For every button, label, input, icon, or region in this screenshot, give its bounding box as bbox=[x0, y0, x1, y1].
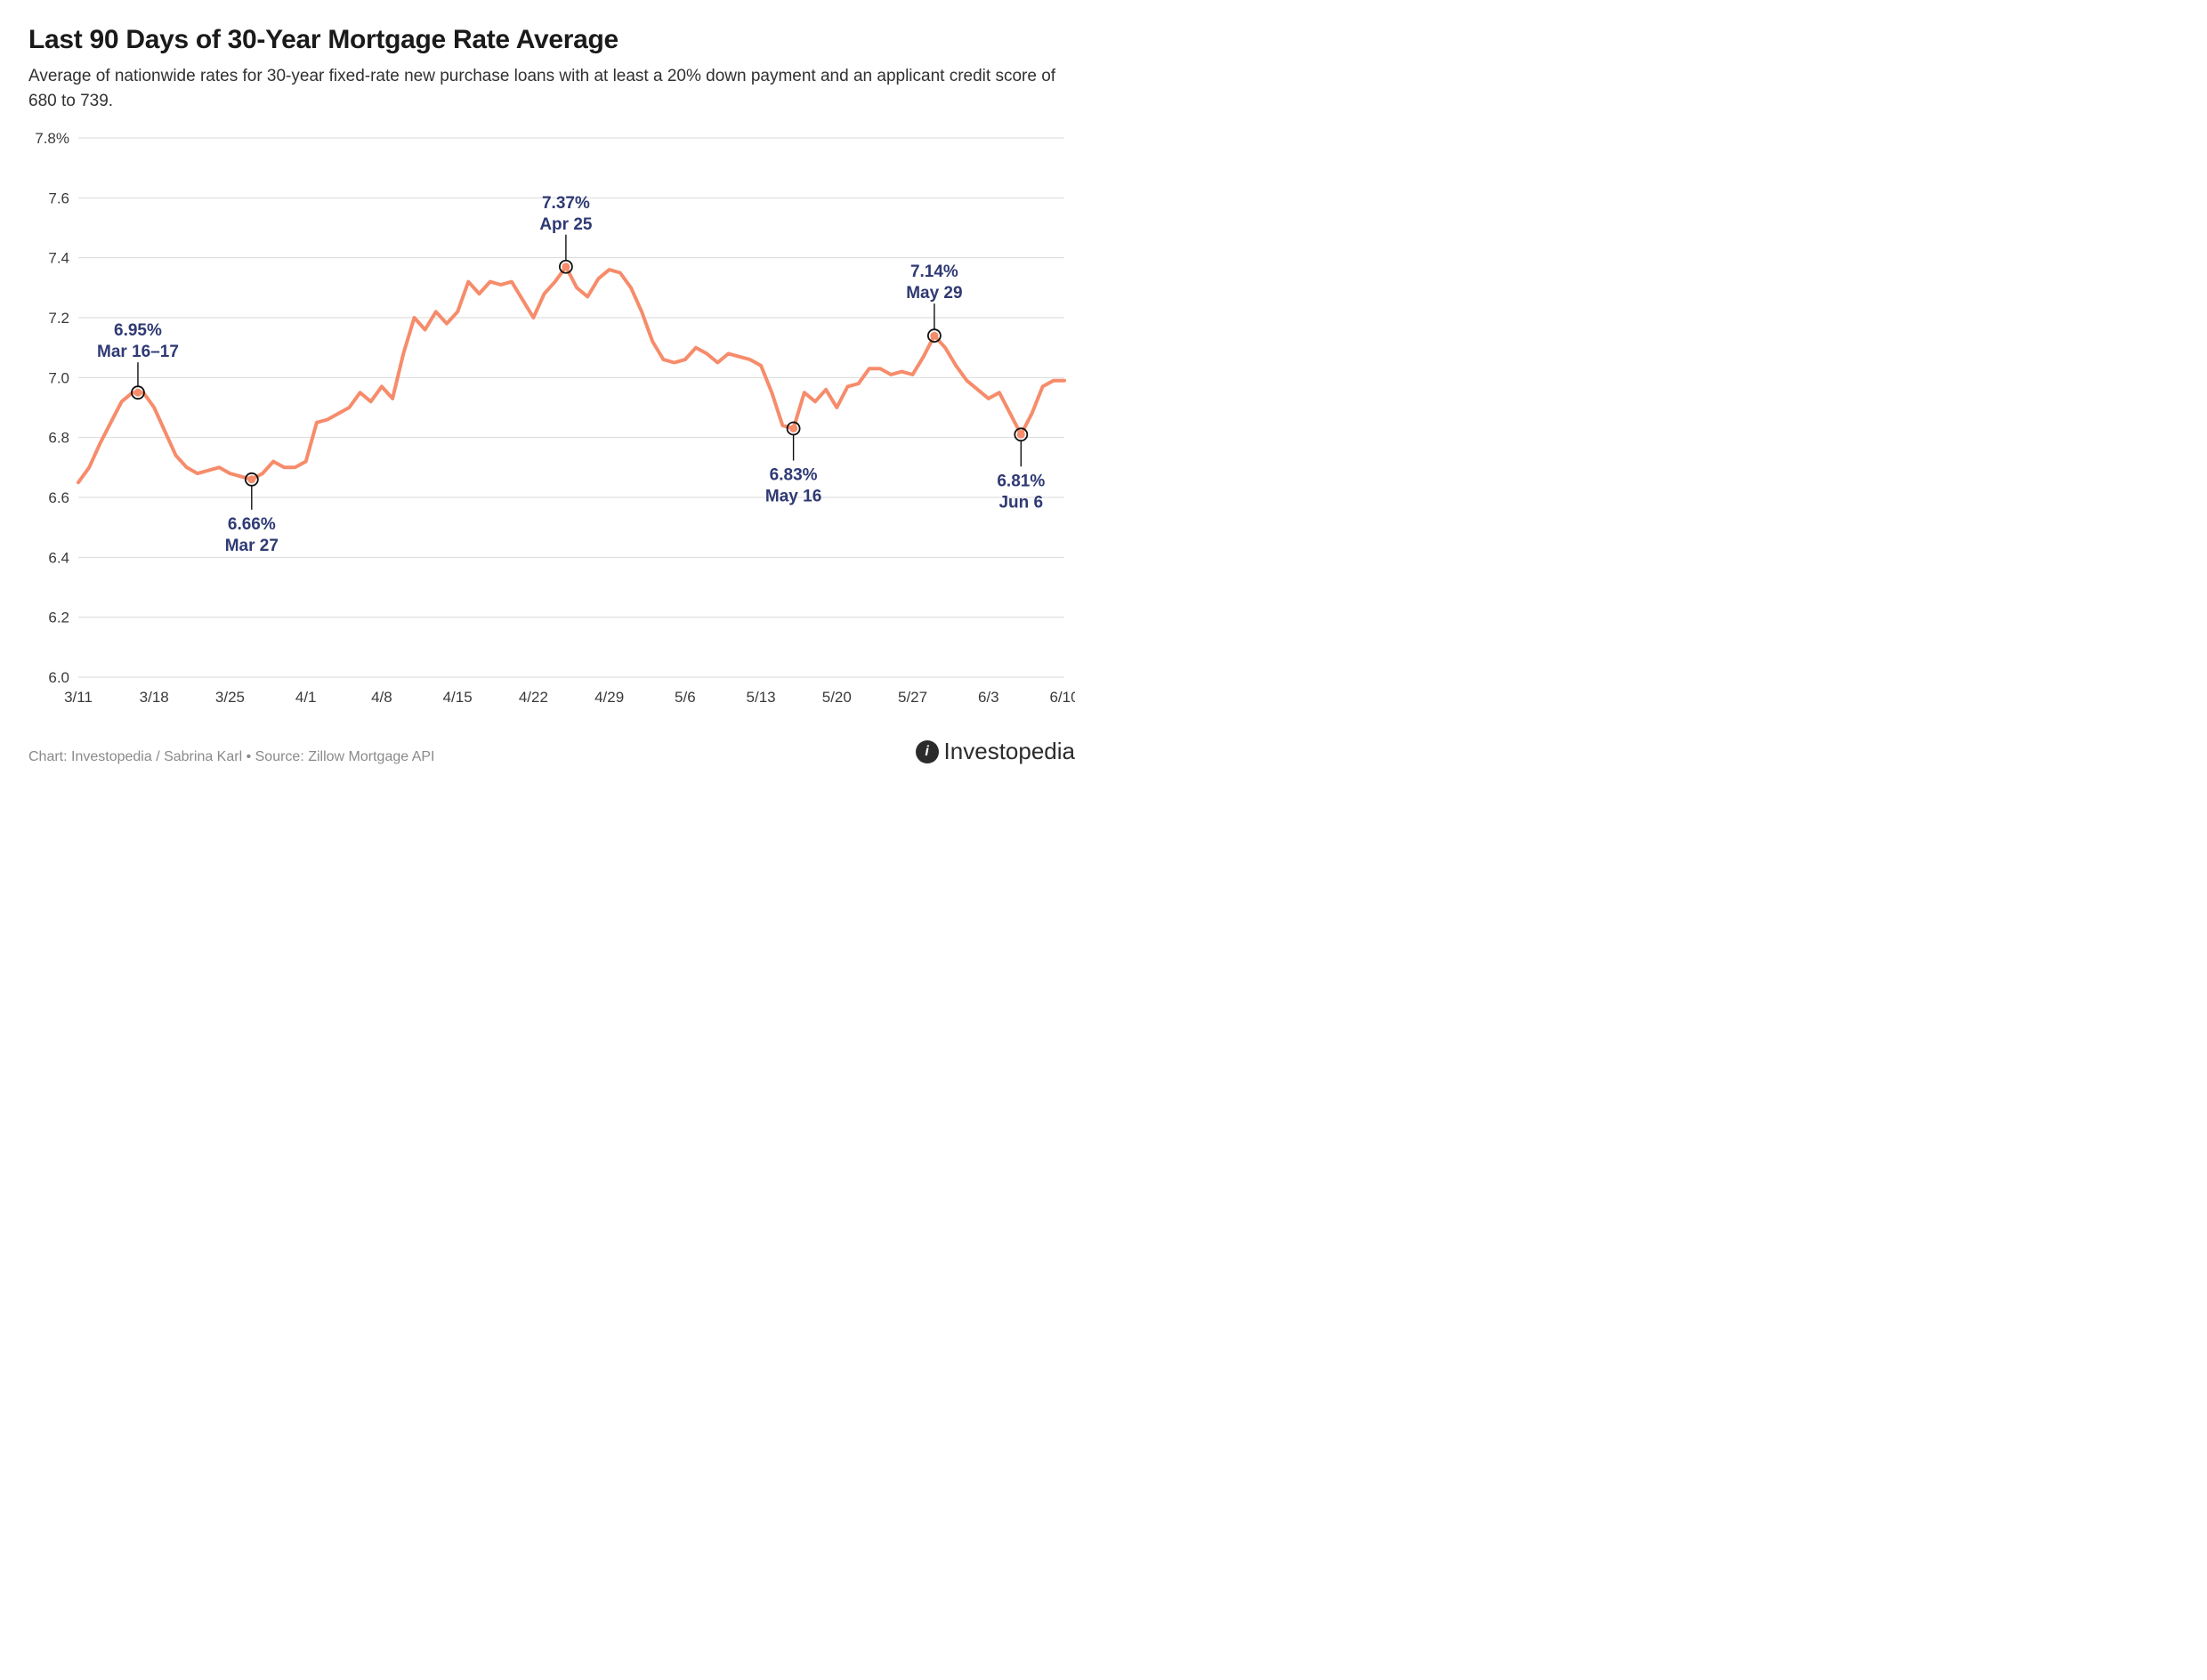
line-chart: 6.0 6.2 6.4 6.6 6.8 7.0 7.2 7.4 7.6 7.8% 3/11 3/18 3… bbox=[28, 129, 1075, 716]
brand-logo: i Investopedia bbox=[916, 738, 1075, 765]
chart-title: Last 90 Days of 30-Year Mortgage Rate Av… bbox=[28, 25, 1075, 55]
svg-text:7.14%: 7.14% bbox=[910, 262, 958, 281]
svg-text:4/29: 4/29 bbox=[594, 689, 624, 706]
svg-text:6.6: 6.6 bbox=[48, 489, 69, 506]
brand-logo-text: Investopedia bbox=[944, 738, 1075, 765]
svg-text:3/11: 3/11 bbox=[64, 689, 93, 706]
svg-text:4/1: 4/1 bbox=[295, 689, 317, 706]
svg-text:5/6: 5/6 bbox=[675, 689, 696, 706]
svg-text:7.0: 7.0 bbox=[48, 369, 69, 386]
svg-text:Mar 27: Mar 27 bbox=[225, 537, 279, 555]
svg-text:3/25: 3/25 bbox=[215, 689, 245, 706]
svg-text:Jun 6: Jun 6 bbox=[998, 493, 1043, 512]
svg-text:May 29: May 29 bbox=[906, 284, 962, 303]
svg-text:6/10: 6/10 bbox=[1049, 689, 1075, 706]
svg-text:4/22: 4/22 bbox=[519, 689, 548, 706]
svg-text:6/3: 6/3 bbox=[978, 689, 999, 706]
svg-text:5/20: 5/20 bbox=[822, 689, 852, 706]
chart-subtitle: Average of nationwide rates for 30-year … bbox=[28, 64, 1075, 113]
svg-text:Apr 25: Apr 25 bbox=[539, 215, 593, 234]
svg-text:4/15: 4/15 bbox=[443, 689, 473, 706]
svg-text:May 16: May 16 bbox=[765, 488, 821, 506]
svg-text:7.6: 7.6 bbox=[48, 190, 69, 206]
svg-text:5/27: 5/27 bbox=[898, 689, 927, 706]
svg-text:6.83%: 6.83% bbox=[770, 466, 818, 485]
svg-text:6.8: 6.8 bbox=[48, 430, 69, 447]
svg-text:7.2: 7.2 bbox=[48, 310, 69, 327]
brand-logo-icon: i bbox=[916, 740, 939, 763]
svg-text:5/13: 5/13 bbox=[747, 689, 776, 706]
chart-credit: Chart: Investopedia / Sabrina Karl • Sou… bbox=[28, 749, 435, 765]
chart-container: 6.0 6.2 6.4 6.6 6.8 7.0 7.2 7.4 7.6 7.8% 3/11 3/18 3… bbox=[28, 129, 1075, 716]
svg-text:4/8: 4/8 bbox=[371, 689, 392, 706]
svg-text:6.2: 6.2 bbox=[48, 610, 69, 626]
svg-text:3/18: 3/18 bbox=[140, 689, 169, 706]
svg-text:6.95%: 6.95% bbox=[114, 321, 162, 340]
svg-text:6.81%: 6.81% bbox=[997, 472, 1045, 490]
svg-text:6.66%: 6.66% bbox=[228, 515, 276, 534]
svg-text:6.4: 6.4 bbox=[48, 549, 69, 566]
svg-text:Mar 16–17: Mar 16–17 bbox=[97, 343, 179, 361]
svg-text:7.37%: 7.37% bbox=[542, 194, 590, 213]
svg-text:7.4: 7.4 bbox=[48, 250, 69, 267]
svg-text:7.8%: 7.8% bbox=[35, 130, 69, 147]
svg-text:6.0: 6.0 bbox=[48, 669, 69, 686]
